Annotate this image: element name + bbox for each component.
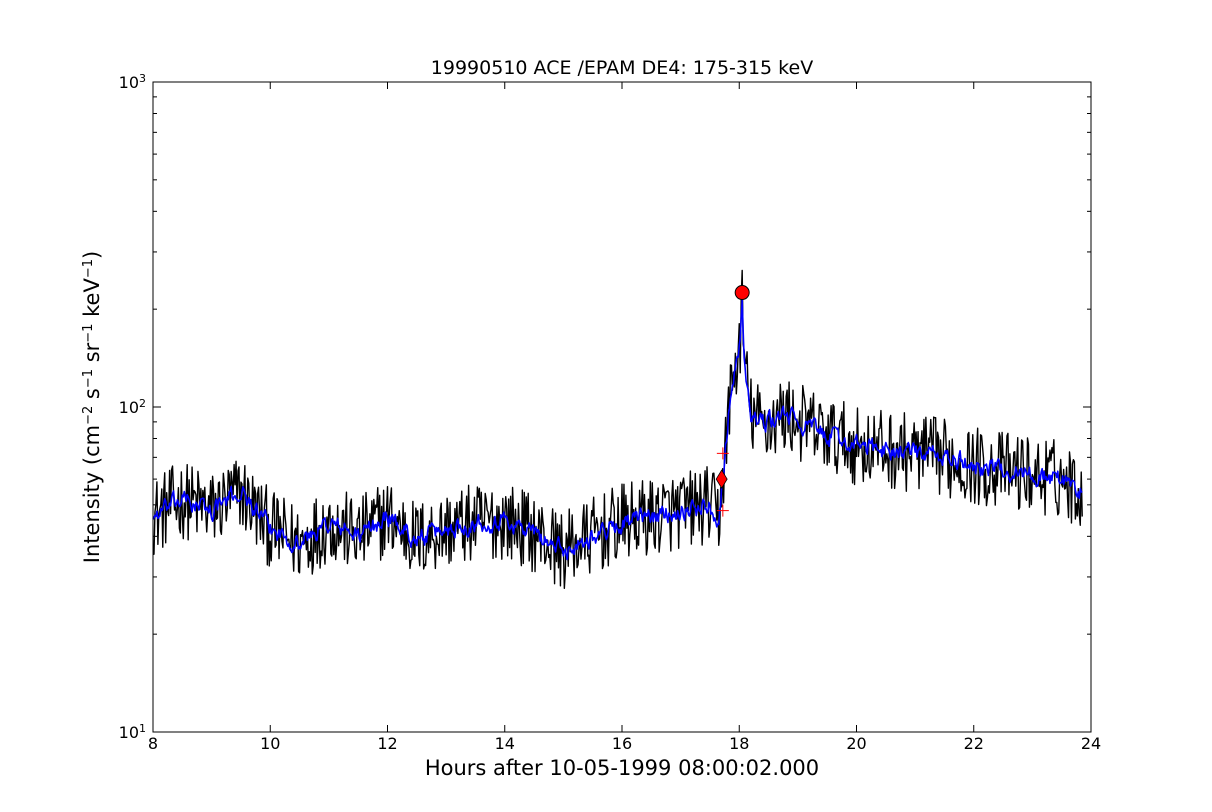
x-axis-label: Hours after 10-05-1999 08:00:02.000 <box>425 756 819 780</box>
y-axis-label-sup: −1 <box>81 369 96 388</box>
y-axis-label-part: keV <box>80 278 104 324</box>
y-axis-label-part: sr <box>80 342 104 369</box>
y-axis-label-sup: −1 <box>81 259 96 278</box>
x-tick-label: 18 <box>729 734 749 753</box>
y-tick-label: 103 <box>119 72 146 93</box>
smoothed-intensity-line <box>152 299 1083 561</box>
y-axis-label-prefix: Intensity (cm <box>80 425 104 563</box>
marker-layer <box>715 285 750 517</box>
x-tick-label: 24 <box>1081 734 1101 753</box>
raw-intensity-line <box>152 269 1083 590</box>
x-tick-label: 20 <box>846 734 866 753</box>
y-axis-label-sup: −2 <box>81 406 96 425</box>
onset-marker <box>715 469 728 489</box>
y-axis-label: Intensity (cm−2 s−1 sr−1 keV−1) <box>80 251 104 563</box>
y-axis-label-sup: −1 <box>81 324 96 343</box>
y-tick-label: 102 <box>119 397 146 418</box>
y-axis-label-suffix: ) <box>80 251 104 259</box>
x-tick-label: 16 <box>612 734 632 753</box>
x-tick-label: 12 <box>377 734 397 753</box>
chart-title: 19990510 ACE /EPAM DE4: 175-315 keV <box>431 57 813 79</box>
x-tick-label: 8 <box>148 734 158 753</box>
y-axis-label-part: s <box>80 388 104 406</box>
x-tick-label: 14 <box>495 734 515 753</box>
plot-layer <box>152 269 1083 590</box>
tick-layer: 8 10 12 14 16 18 20 22 24 101 102 103 <box>119 72 1102 754</box>
error-bound-marker <box>716 504 729 517</box>
error-bound-marker <box>716 447 729 460</box>
x-tick-label: 22 <box>964 734 984 753</box>
peak-marker <box>734 285 750 301</box>
x-tick-label: 10 <box>260 734 280 753</box>
y-tick-label: 101 <box>119 722 146 743</box>
